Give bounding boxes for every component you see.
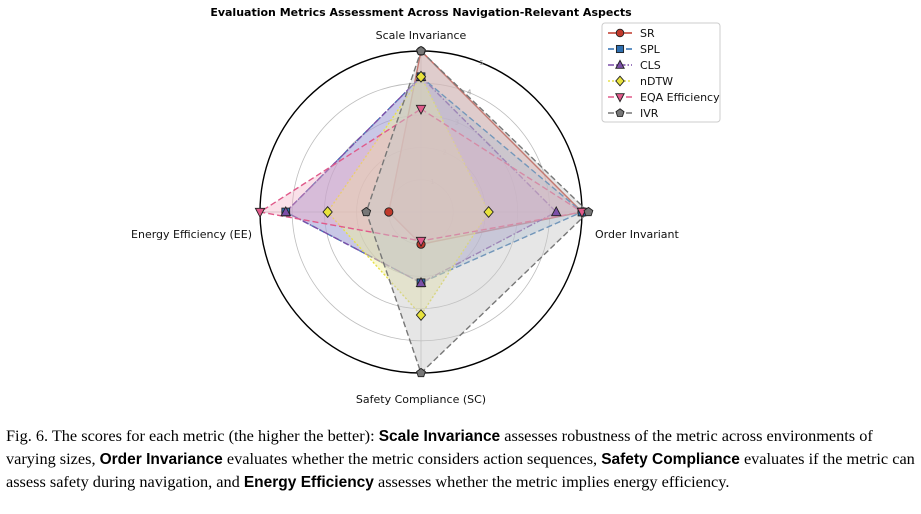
axis-label: Order Invariant bbox=[595, 228, 680, 241]
series-ndtw-point bbox=[415, 70, 427, 83]
radial-tick-label: 4 bbox=[467, 89, 472, 97]
legend-item-ndtw[interactable]: nDTW bbox=[608, 75, 673, 88]
series-ivr-point bbox=[416, 367, 426, 378]
caption-term-scale-invariance: Scale Invariance bbox=[378, 428, 501, 445]
caption-term-energy-efficiency: Energy Efficiency bbox=[243, 474, 374, 491]
legend-label: EQA Efficiency bbox=[640, 91, 720, 104]
legend-marker bbox=[615, 108, 625, 117]
series-cls-point bbox=[280, 205, 292, 217]
legend[interactable]: SR SPL CLS nDTW EQA Efficiency IVR bbox=[601, 22, 721, 123]
caption-part-3: evaluates if the metric can assess safet… bbox=[6, 449, 915, 491]
legend-box bbox=[601, 22, 721, 123]
legend-label: nDTW bbox=[640, 75, 673, 88]
axis-label: Energy Efficiency (EE) bbox=[131, 228, 252, 241]
legend-label: IVR bbox=[640, 107, 659, 120]
series-ndtw-point bbox=[322, 206, 333, 218]
series-cls-point bbox=[415, 276, 427, 287]
caption-prefix: Fig. 6. The scores for each metric (the … bbox=[6, 426, 379, 445]
legend-label: SPL bbox=[640, 43, 661, 56]
series-ndtw-area bbox=[326, 75, 490, 317]
series-ndtw-point bbox=[415, 309, 427, 322]
legend-marker bbox=[615, 44, 625, 54]
chart-title: Evaluation Metrics Assessment Across Nav… bbox=[210, 6, 632, 19]
legend-item-spl[interactable]: SPL bbox=[608, 43, 661, 56]
caption-part-1: assesses robustness of the metric across… bbox=[6, 426, 873, 468]
caption-term-order-invariance: Order Invariance bbox=[99, 451, 223, 468]
legend-marker bbox=[615, 59, 625, 69]
caption-part-4: assesses whether the metric implies ener… bbox=[373, 472, 730, 491]
series-ndtw-point bbox=[483, 206, 494, 218]
axis-label: Scale Invariance bbox=[376, 29, 467, 42]
figure-caption: Fig. 6. The scores for each metric (the … bbox=[6, 425, 916, 494]
radial-tick-label: 5 bbox=[479, 59, 483, 67]
axis-labels: Scale Invariance Order Invariant Safety Co… bbox=[131, 29, 679, 406]
series-eqa-efficiency-point bbox=[415, 236, 427, 248]
series-ivr-point bbox=[416, 45, 426, 56]
series-cls-point bbox=[550, 205, 562, 217]
legend-marker bbox=[615, 28, 625, 38]
radar-chart: Evaluation Metrics Assessment Across Nav… bbox=[131, 6, 721, 406]
caption-part-2: evaluates whether the metric considers a… bbox=[222, 449, 602, 468]
series-eqa-efficiency-point bbox=[254, 207, 266, 219]
legend-marker bbox=[615, 75, 625, 87]
legend-label: CLS bbox=[640, 59, 661, 72]
series-eqa-efficiency-point bbox=[415, 104, 427, 115]
legend-item-ivr[interactable]: IVR bbox=[608, 107, 659, 120]
series-ivr-point bbox=[583, 206, 594, 217]
series-cls-area bbox=[284, 75, 558, 284]
caption-term-safety-compliance: Safety Compliance bbox=[601, 451, 740, 468]
axis-label: Safety Compliance (SC) bbox=[356, 393, 486, 406]
legend-item-eqa-efficiency[interactable]: EQA Efficiency bbox=[608, 91, 720, 104]
series-spl-area bbox=[284, 75, 584, 284]
legend-item-cls[interactable]: CLS bbox=[608, 59, 661, 72]
legend-item-sr[interactable]: SR bbox=[608, 27, 655, 40]
series-sr-point bbox=[384, 207, 394, 217]
legend-marker bbox=[615, 93, 625, 103]
series-ivr-point bbox=[361, 206, 372, 217]
radar-series bbox=[254, 45, 594, 378]
legend-label: SR bbox=[640, 27, 655, 40]
